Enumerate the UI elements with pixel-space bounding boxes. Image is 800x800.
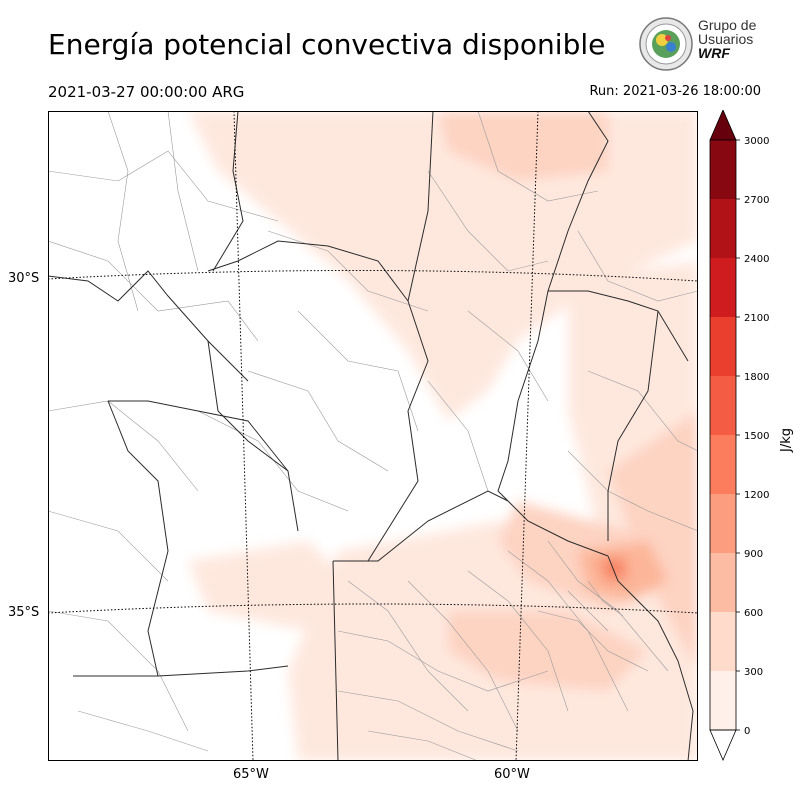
field-region-south-west: [188, 541, 348, 631]
province-borders: [48, 111, 694, 761]
logo-line-3: WRF: [698, 45, 730, 61]
colorbar-tick-label: 1200: [744, 490, 769, 501]
logo-text: Grupo de Usuarios WRF: [698, 18, 756, 60]
logo-line-2: Usuarios: [698, 31, 754, 47]
logo: Grupo de Usuarios WRF: [638, 16, 758, 72]
lat-label-35s: 35°S: [8, 605, 40, 620]
colorbar-segment: [710, 376, 736, 435]
colorbar-segment: [710, 435, 736, 494]
lat-label-30s: 30°S: [8, 271, 40, 286]
colorbar-segment: [710, 612, 736, 671]
map-frame: [48, 111, 698, 761]
colorbar-tick-label: 600: [744, 608, 763, 619]
colorbar-tick-label: 1500: [744, 431, 769, 442]
colorbar-extend-max: [709, 110, 737, 141]
colorbar-tick-label: 300: [744, 667, 763, 678]
page-title: Energía potencial convectiva disponible: [48, 28, 606, 61]
colorbar-segment: [710, 317, 736, 376]
field-region-north: [188, 111, 698, 421]
colorbar-tick-label: 2400: [744, 254, 769, 265]
field-region-north-mid: [438, 111, 608, 181]
colorbar-extend-min: [709, 729, 737, 762]
graticule: [48, 111, 698, 761]
logo-emblem-icon: [639, 17, 693, 71]
colorbar-tick-label: 2700: [744, 195, 769, 206]
colorbar-unit-label: J/kg: [779, 428, 794, 453]
colorbar-tick-label: 2100: [744, 313, 769, 324]
colorbar-segment: [710, 199, 736, 258]
valid-time: 2021-03-27 00:00:00 ARG: [48, 83, 245, 101]
colorbar-tick-label: 3000: [744, 136, 769, 147]
cape-map: [48, 111, 698, 761]
colorbar: 0 300 600 900 1200 1500 1800 2100 2400 2700 3000 J…: [709, 110, 794, 762]
colorbar-segment: [710, 553, 736, 612]
lon-label-65w: 65°W: [233, 767, 269, 782]
parallel-35s: [48, 603, 698, 614]
field-region-east-mid: [608, 411, 698, 671]
colorbar-segment: [710, 671, 736, 730]
colorbar-tick-label: 0: [744, 726, 750, 737]
parallel-30s: [48, 269, 698, 282]
colorbar-segment: [710, 258, 736, 317]
colorbar-segment: [710, 140, 736, 199]
colorbar-ticks: 0 300 600 900 1200 1500 1800 2100 2400 2700 3000: [736, 136, 769, 737]
colorbar-tick-label: 900: [744, 549, 763, 560]
run-time: Run: 2021-03-26 18:00:00: [589, 84, 761, 99]
cape-field: [188, 111, 698, 761]
colorbar-segment: [710, 494, 736, 553]
lon-label-60w: 60°W: [494, 767, 530, 782]
colorbar-segments: [709, 110, 737, 762]
department-borders: [48, 111, 698, 761]
colorbar-tick-label: 1800: [744, 372, 769, 383]
logo-line-1: Grupo de: [698, 17, 757, 33]
